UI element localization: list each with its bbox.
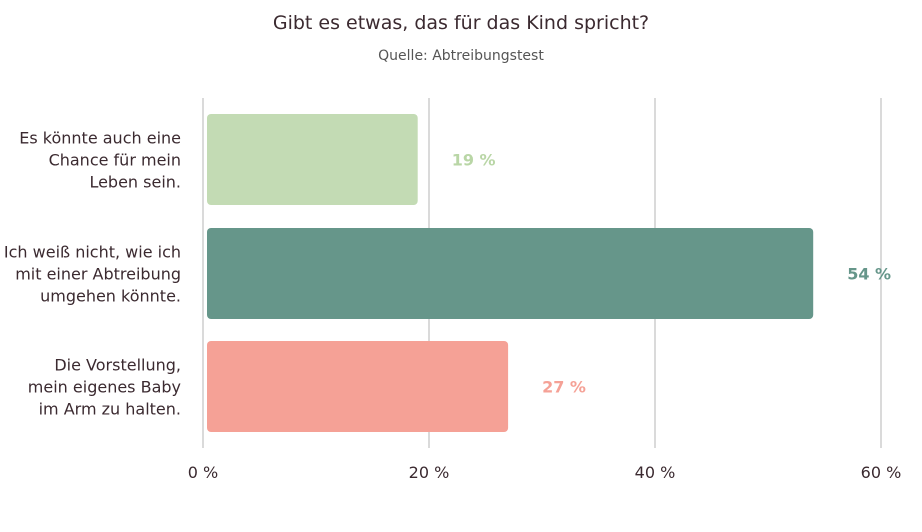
chart-subtitle: Quelle: Abtreibungstest [378, 48, 544, 64]
bar-1 [207, 228, 814, 319]
value-labels: 19 % 54 % 27 % [452, 151, 891, 397]
category-label-2: Die Vorstellung, mein eigenes Baby im Arm … [28, 356, 181, 419]
bars [207, 114, 814, 432]
x-tick-label-2: 40 % [635, 463, 676, 482]
bar-2 [207, 341, 509, 432]
category-label-0: Es könnte auch eine Chance für mein Leben … [19, 129, 181, 192]
category-labels: Es könnte auch eine Chance für mein Leben … [4, 129, 181, 419]
category-label-1: Ich weiß nicht, wie ich mit einer Abtreib… [4, 243, 181, 306]
x-tick-label-1: 20 % [409, 463, 450, 482]
x-tick-label-0: 0 % [188, 463, 218, 482]
chart-title: Gibt es etwas, das für das Kind spricht? [272, 12, 650, 34]
value-label-2: 27 % [542, 378, 586, 397]
x-axis-ticks: 0 % 20 % 40 % 60 % [188, 463, 902, 482]
value-label-0: 19 % [452, 151, 496, 170]
value-label-1: 54 % [847, 265, 891, 284]
bar-0 [207, 114, 418, 205]
x-tick-label-3: 60 % [861, 463, 902, 482]
